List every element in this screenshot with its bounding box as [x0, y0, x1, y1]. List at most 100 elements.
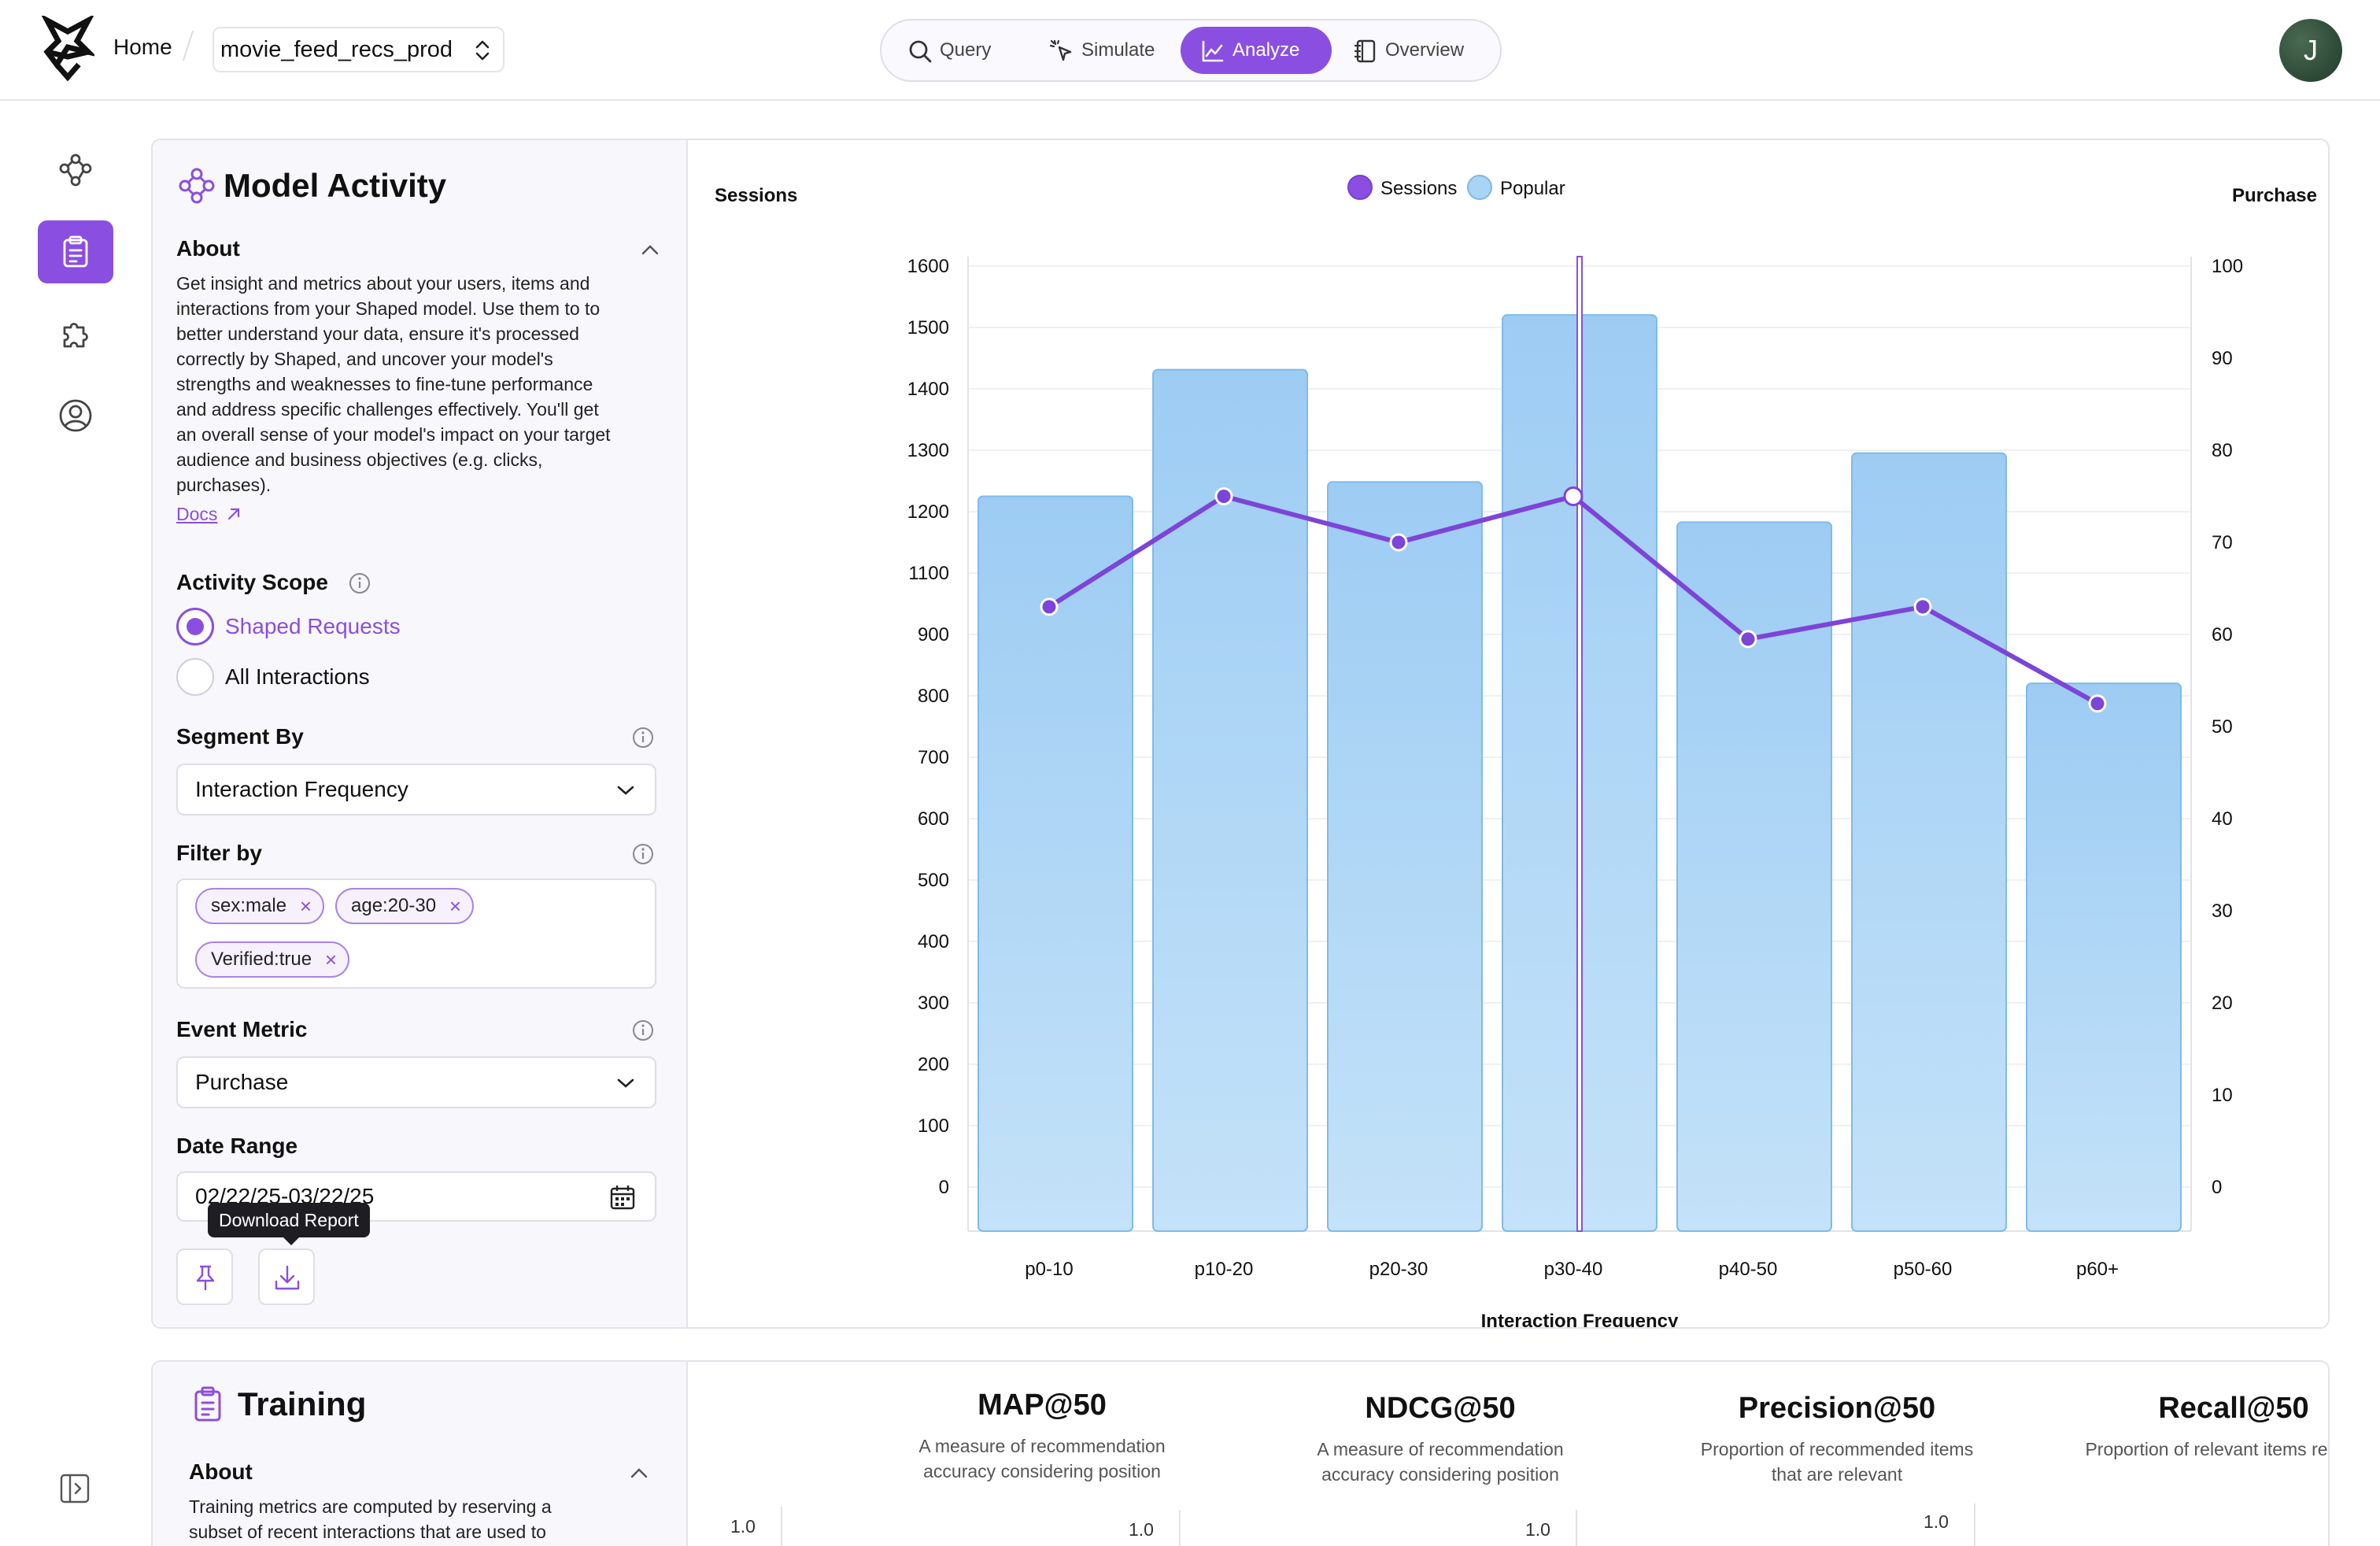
rail-item-integrations[interactable]: [38, 302, 113, 365]
rail-item-analyze[interactable]: [38, 220, 113, 283]
right-tick-label: 50: [2212, 716, 2233, 738]
info-icon[interactable]: [348, 571, 371, 595]
x-tick-label: p10-20: [1195, 1259, 1254, 1280]
legend-label: Sessions: [1380, 178, 1457, 199]
shaped-logo-icon[interactable]: [41, 16, 94, 82]
search-icon: [909, 40, 932, 63]
bar-p20-30: [1327, 481, 1483, 1232]
metric-title: NDCG@50: [1365, 1392, 1516, 1425]
close-icon[interactable]: ×: [324, 948, 338, 971]
breadcrumb-separator: [182, 30, 194, 61]
left-tick-label: 500: [918, 870, 949, 891]
sessions-point-p0-10: [1040, 597, 1059, 616]
sessions-point-p30-40: [1563, 486, 1584, 506]
calendar-icon[interactable]: [609, 1184, 636, 1211]
activity-chart: Sessions Purchase Sessions Popular 1600 1500 1…: [715, 175, 2317, 1327]
metric-description: Proportion of relevant items retrieved: [2085, 1439, 2328, 1459]
hover-crosshair: [1576, 256, 1583, 1232]
clipboard-icon: [194, 1386, 221, 1422]
docs-link[interactable]: Docs: [176, 504, 241, 525]
scope-label-all-interactions[interactable]: All Interactions: [225, 664, 370, 689]
close-icon[interactable]: ×: [449, 894, 462, 918]
graph-nodes-icon: [59, 153, 92, 187]
sessions-point-p50-60: [1913, 597, 1932, 616]
info-icon[interactable]: [631, 726, 655, 749]
legend-swatch: [1467, 175, 1492, 200]
about-title: About: [176, 236, 240, 261]
left-tick-label: 1100: [908, 563, 949, 584]
chevron-down-icon: [617, 786, 634, 795]
metric-title: MAP@50: [978, 1389, 1107, 1422]
project-name: movie_feed_recs_prod: [220, 37, 453, 62]
filter-chip[interactable]: age:20-30 ×: [335, 888, 475, 924]
arrow-up-right-icon: [228, 508, 240, 520]
left-tick-label: 1300: [907, 440, 949, 461]
main-nav-tabs: Query Simulate Analyze Overview: [880, 19, 1502, 82]
metric-ndcg: NDCG@50 A measure of recommendation accu…: [1259, 1392, 1621, 1487]
tab-analyze[interactable]: Analyze: [1181, 27, 1332, 74]
sessions-point-p10-20: [1214, 487, 1233, 505]
date-range-input[interactable]: 02/22/25-03/22/25: [176, 1171, 656, 1222]
chevron-up-icon[interactable]: [641, 244, 660, 255]
filter-input[interactable]: sex:male × age:20-30 × Verified:true ×: [176, 878, 656, 989]
metric-axis-label: 1.0: [730, 1516, 756, 1537]
top-bar: Home movie_feed_recs_prod Query Simulate…: [0, 0, 2380, 101]
right-tick-label: 60: [2212, 624, 2233, 645]
bar-p60+: [2026, 682, 2182, 1232]
download-report-button[interactable]: [258, 1248, 315, 1305]
info-icon[interactable]: [631, 842, 655, 866]
pin-button[interactable]: [176, 1248, 233, 1305]
left-axis-label: Sessions: [715, 185, 797, 206]
left-tick-label: 1200: [907, 501, 949, 523]
sessions-point-p40-50: [1739, 630, 1757, 649]
left-tick-label: 0: [939, 1177, 949, 1198]
rail-item-graph[interactable]: [38, 139, 113, 202]
segment-by-title: Segment By: [176, 724, 304, 749]
tab-simulate[interactable]: Simulate: [1029, 27, 1184, 74]
segment-by-select[interactable]: Interaction Frequency: [176, 764, 656, 816]
left-tick-label: 200: [918, 1054, 949, 1075]
training-controls: Training About Training metrics are comp…: [153, 1362, 688, 1546]
cursor-click-icon: [1050, 39, 1072, 61]
x-tick-label: p0-10: [1025, 1259, 1073, 1280]
left-tick-label: 900: [918, 624, 949, 645]
close-icon[interactable]: ×: [299, 894, 312, 918]
right-tick-label: 0: [2212, 1177, 2222, 1198]
x-tick-label: p30-40: [1544, 1259, 1603, 1280]
right-tick-label: 20: [2212, 993, 2233, 1014]
metric-description: A measure of recommendation accuracy con…: [918, 1436, 1166, 1481]
panel-title: Model Activity: [224, 167, 447, 204]
metric-description: A measure of recommendation accuracy con…: [1317, 1439, 1564, 1485]
right-axis-label: Purchase: [2232, 185, 2317, 206]
filter-chip[interactable]: Verified:true ×: [195, 941, 350, 978]
left-tick-label: 1600: [907, 256, 949, 277]
project-selector[interactable]: movie_feed_recs_prod: [213, 27, 505, 72]
scope-radio-all-interactions[interactable]: [176, 658, 214, 696]
scope-label-shaped-requests[interactable]: Shaped Requests: [225, 614, 401, 638]
scope-radio-shaped-requests[interactable]: [176, 608, 214, 645]
tab-simulate-label: Simulate: [1081, 39, 1155, 61]
x-tick-label: p50-60: [1894, 1259, 1953, 1280]
tab-overview[interactable]: Overview: [1333, 27, 1495, 74]
x-tick-label: p20-30: [1369, 1259, 1428, 1280]
training-about-text: Training metrics are computed by reservi…: [189, 1496, 552, 1542]
sidebar-toggle-icon[interactable]: [60, 1474, 90, 1503]
filter-chip[interactable]: sex:male ×: [195, 888, 325, 924]
rail-item-account[interactable]: [38, 384, 113, 447]
breadcrumb-home[interactable]: Home: [113, 35, 172, 59]
chevron-up-icon[interactable]: [630, 1467, 649, 1478]
tab-query[interactable]: Query: [888, 27, 1028, 74]
right-tick-label: 30: [2212, 901, 2233, 922]
info-icon[interactable]: [631, 1019, 655, 1042]
right-tick-label: 100: [2212, 256, 2243, 277]
pin-icon: [196, 1265, 215, 1291]
tab-analyze-label: Analyze: [1232, 39, 1300, 61]
right-tick-label: 90: [2212, 348, 2233, 369]
user-avatar[interactable]: J: [2279, 19, 2342, 82]
x-axis-label: Interaction Frequency: [1481, 1311, 1679, 1327]
left-tick-label: 300: [918, 993, 949, 1014]
event-metric-select[interactable]: Purchase: [176, 1056, 656, 1108]
x-tick-label: p60+: [2076, 1259, 2119, 1280]
filter-by-title: Filter by: [176, 841, 262, 865]
metric-map: MAP@50 A measure of recommendation accur…: [861, 1389, 1223, 1484]
